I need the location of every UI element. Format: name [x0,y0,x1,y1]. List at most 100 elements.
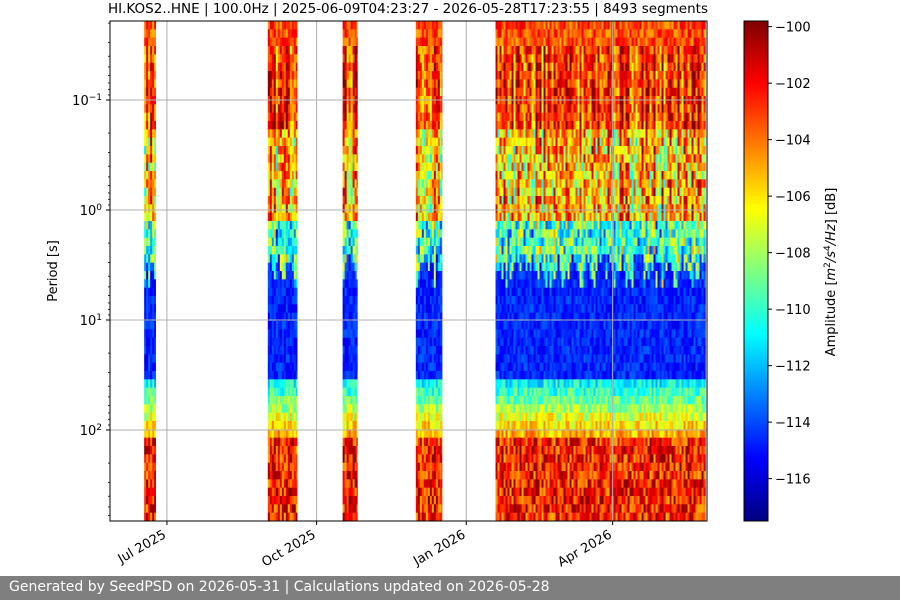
heatmap-cell [346,504,350,514]
heatmap-cell [545,404,548,414]
heatmap-cell [539,487,542,497]
heatmap-cell [291,254,295,264]
heatmap-cell [419,179,423,189]
heatmap-cell [557,246,560,255]
heatmap-cell [557,279,560,289]
heatmap-cell [551,362,554,372]
heatmap-cell [344,112,348,122]
heatmap-cell [269,229,273,239]
heatmap-cell [513,471,516,480]
heatmap-cell [148,304,151,314]
heatmap-cell [350,237,354,247]
heatmap-cell [555,404,558,414]
heatmap-cell [421,354,425,364]
heatmap-cell [559,312,562,322]
heatmap-cell [287,137,291,147]
heatmap-cell [415,79,419,89]
heatmap-cell [271,254,275,264]
heatmap-cell [545,254,548,264]
heatmap-cell [271,412,275,422]
heatmap-cell [499,121,502,130]
heatmap-cell [437,46,441,55]
heatmap-cell [289,329,293,339]
heatmap-cell [427,321,431,330]
heatmap-cell [346,79,350,89]
heatmap-cell [497,279,500,289]
heatmap-cell [533,212,536,222]
heatmap-cell [537,362,540,372]
heatmap-cell [429,387,433,397]
heatmap-cell [533,162,536,172]
heatmap-cell [354,29,358,39]
heatmap-cell [154,71,156,80]
heatmap-cell [525,362,528,372]
heatmap-cell [275,329,279,339]
heatmap-cell [563,446,566,455]
heatmap-cell [515,62,518,72]
heatmap-cell [543,187,546,197]
heatmap-cell [501,37,504,47]
heatmap-cell [553,479,556,489]
heatmap-cell [352,254,356,264]
heatmap-cell [356,487,358,497]
heatmap-cell [507,321,510,330]
heatmap-cell [503,437,506,447]
heatmap-cell [289,312,293,322]
heatmap-cell [144,312,147,322]
heatmap-cell [293,321,297,330]
heatmap-cell [527,379,530,389]
heatmap-cell [537,121,540,130]
heatmap-cell [417,337,421,347]
heatmap-cell [150,421,153,430]
heatmap-cell [279,171,283,180]
heatmap-cell [499,471,502,480]
heatmap-column [505,21,508,521]
heatmap-cell [352,154,356,164]
heatmap-cell [291,437,295,447]
heatmap-cell [559,471,562,480]
heatmap-cell [354,446,358,455]
heatmap-cell [344,179,348,189]
heatmap-cell [275,221,279,230]
heatmap-cell [521,129,524,139]
heatmap-cell [497,246,500,255]
heatmap-cell [543,29,546,39]
heatmap-cell [281,412,285,422]
heatmap-cell [527,229,530,239]
heatmap-cell [559,321,562,330]
heatmap-cell [150,362,153,372]
heatmap-cell [537,404,540,414]
heatmap-cell [499,462,502,472]
heatmap-cell [279,396,283,405]
heatmap-cell [419,237,423,247]
heatmap-cell [435,271,439,280]
heatmap-cell [511,246,514,255]
heatmap-cell [533,337,536,347]
heatmap-cell [439,29,443,39]
heatmap-cell [435,171,439,180]
heatmap-cell [289,179,293,189]
heatmap-cell [557,354,560,364]
heatmap-cell [521,29,524,39]
heatmap-cell [567,404,570,414]
heatmap-cell [281,471,285,480]
heatmap-column [551,21,554,521]
heatmap-cell [519,179,522,189]
heatmap-cell [431,29,435,39]
heatmap-cell [344,512,348,521]
heatmap-cell [547,479,550,489]
heatmap-cell [271,221,275,230]
heatmap-cell [537,162,540,172]
heatmap-cell [271,337,275,347]
heatmap-cell [354,229,358,239]
heatmap-cell [344,396,348,405]
heatmap-cell [553,396,556,405]
heatmap-cell [509,279,512,289]
heatmap-cell [348,346,352,355]
heatmap-cell [551,137,554,147]
heatmap-cell [557,229,560,239]
heatmap-cell [281,329,285,339]
heatmap-cell [423,146,427,155]
heatmap-cell [437,37,441,47]
heatmap-cell [559,79,562,89]
